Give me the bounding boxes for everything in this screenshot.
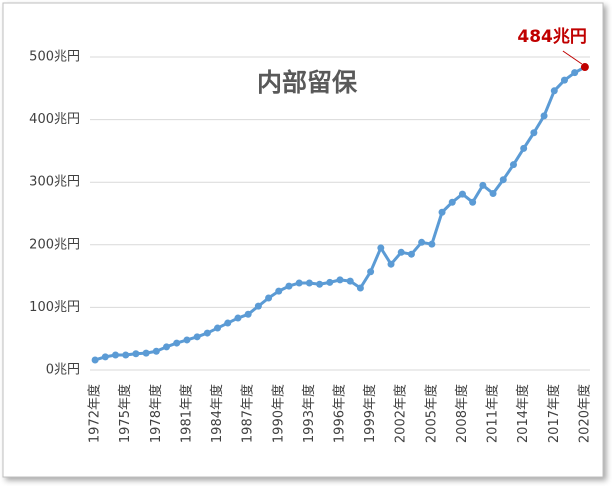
data-point: [377, 244, 385, 252]
data-point: [469, 198, 477, 206]
data-point: [428, 240, 436, 248]
y-tick-label: 400兆円: [29, 112, 80, 127]
data-point: [214, 324, 222, 332]
y-tick-label: 500兆円: [29, 50, 80, 65]
data-point: [560, 76, 568, 84]
data-point: [448, 198, 456, 206]
data-point: [265, 294, 273, 302]
data-point: [203, 329, 211, 337]
data-point: [540, 112, 548, 120]
x-tick-label: 2020年度: [576, 384, 592, 443]
x-tick-label: 1993年度: [301, 384, 317, 443]
data-point: [295, 279, 303, 287]
data-point: [489, 189, 497, 197]
data-point: [183, 336, 191, 344]
data-point: [479, 181, 487, 189]
data-point: [163, 343, 171, 351]
chart-title: 内部留保: [257, 68, 358, 97]
x-tick-label: 1975年度: [117, 384, 133, 443]
x-tick-label: 2008年度: [454, 384, 470, 443]
x-tick-label: 2011年度: [485, 384, 501, 443]
data-point: [142, 349, 150, 357]
data-point: [458, 190, 466, 198]
data-point: [336, 276, 344, 284]
x-tick-label: 2017年度: [546, 384, 562, 443]
data-point: [254, 302, 262, 310]
y-tick-label: 100兆円: [29, 300, 80, 315]
data-point: [91, 356, 99, 364]
x-tick-label: 2002年度: [393, 384, 409, 443]
data-point: [387, 260, 395, 268]
data-point: [356, 284, 364, 292]
data-point: [580, 63, 589, 72]
data-point: [407, 250, 415, 258]
data-point: [101, 353, 109, 361]
data-point: [550, 87, 558, 95]
x-tick-label: 2005年度: [423, 384, 439, 443]
y-tick-label: 200兆円: [29, 237, 80, 252]
data-point: [112, 351, 120, 359]
data-point: [132, 350, 140, 358]
data-point: [346, 277, 354, 285]
y-tick-label: 300兆円: [29, 175, 80, 190]
data-point: [571, 69, 579, 77]
x-tick-label: 1972年度: [87, 384, 103, 443]
data-point: [152, 347, 160, 355]
data-point: [224, 319, 232, 327]
x-tick-label: 1984年度: [209, 384, 225, 443]
x-tick-label: 1981年度: [178, 384, 194, 443]
data-point: [397, 248, 405, 256]
data-point: [316, 280, 324, 288]
data-point: [193, 333, 201, 341]
data-point: [418, 238, 426, 246]
data-point: [234, 314, 242, 322]
data-point: [305, 279, 313, 287]
data-point: [275, 287, 283, 295]
chart-frame: [2, 2, 604, 478]
data-point: [367, 268, 375, 276]
data-point: [438, 208, 446, 216]
x-tick-label: 1999年度: [362, 384, 378, 443]
data-point: [499, 176, 507, 184]
data-point: [530, 129, 538, 137]
data-point: [509, 161, 517, 169]
x-tick-label: 1978年度: [148, 384, 164, 443]
y-tick-label: 0兆円: [46, 363, 80, 378]
data-point: [326, 278, 334, 286]
x-tick-label: 1987年度: [240, 384, 256, 443]
label-leader: [562, 50, 583, 65]
data-point: [244, 310, 252, 318]
x-tick-label: 1990年度: [270, 384, 286, 443]
x-tick-label: 2014年度: [515, 384, 531, 443]
data-point: [520, 144, 528, 152]
value-label: 484兆円: [517, 27, 587, 47]
data-point: [173, 339, 181, 347]
data-point: [285, 282, 293, 290]
data-point: [122, 351, 130, 359]
x-tick-label: 1996年度: [332, 384, 348, 443]
